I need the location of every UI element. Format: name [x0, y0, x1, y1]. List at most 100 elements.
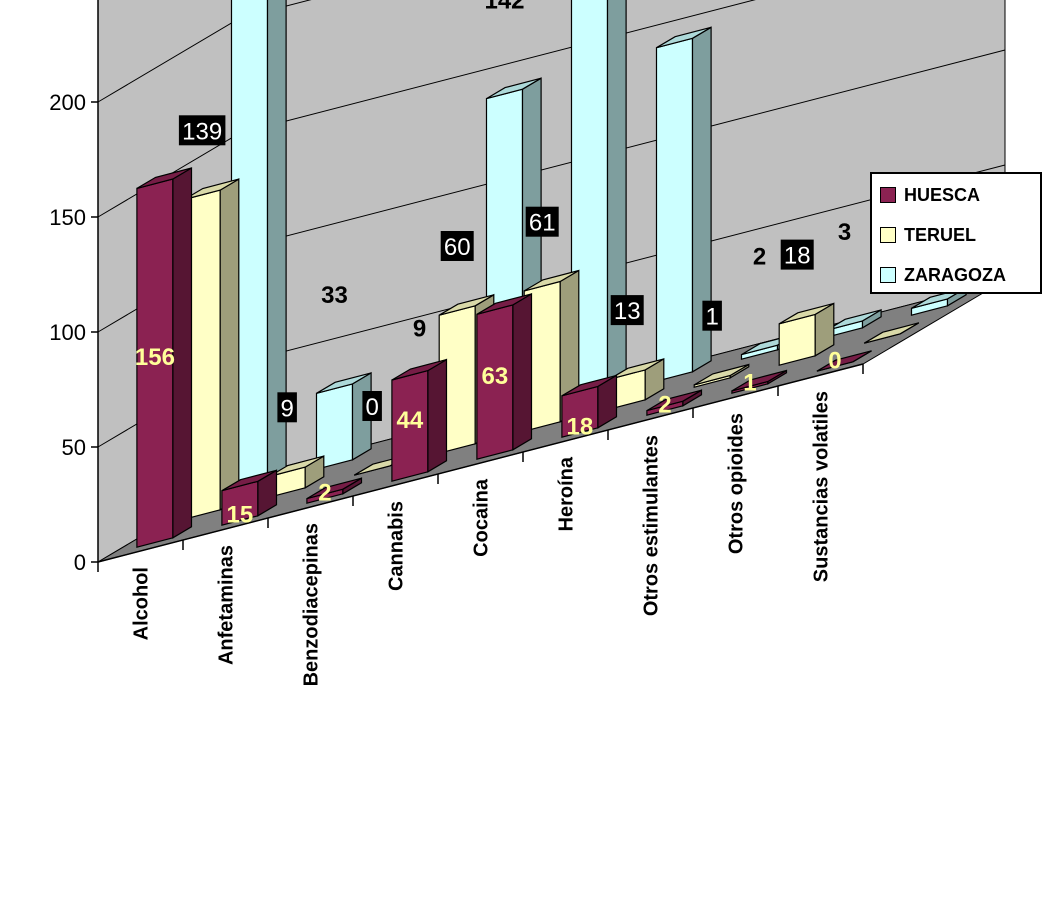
category-label-7: Otros opioides	[726, 413, 748, 554]
data-label-bg-teruel-0	[178, 115, 226, 146]
data-label-bg-teruel-1	[277, 392, 297, 423]
data-label-huesca-6: 2	[658, 392, 671, 419]
data-label-zaragoza-6: 2	[753, 244, 766, 271]
data-label-bg-teruel-6	[702, 300, 722, 331]
legend-item-zaragoza: ZARAGOZA	[880, 262, 1006, 288]
bar-side-huesca-0	[172, 166, 193, 539]
chart-data-labels: 1561524463182101399060611311804053391421…	[135, 0, 936, 529]
category-label-6: Otros estimulantes	[641, 435, 663, 616]
bar-huesca-3	[391, 358, 448, 482]
data-label-huesca-2: 2	[318, 480, 331, 507]
legend-label-teruel: TERUEL	[904, 224, 976, 245]
data-label-teruel-0: 139	[182, 118, 222, 145]
bar-teruel-5	[608, 357, 665, 410]
bar-top-teruel-3	[438, 294, 495, 316]
bar-top-huesca-2	[306, 477, 362, 500]
data-label-huesca-4: 63	[482, 363, 509, 390]
data-label-huesca-8: 0	[828, 348, 841, 375]
data-label-teruel-4: 61	[529, 210, 556, 237]
category-label-3: Cannabis	[386, 501, 408, 591]
category-label-5: Heroína	[556, 456, 578, 531]
bar-top-huesca-5	[561, 374, 617, 397]
legend-swatch-teruel	[880, 227, 896, 243]
data-label-zaragoza-3: 142	[484, 0, 524, 15]
y-tick-label-0: 0	[74, 550, 86, 575]
data-label-teruel-5: 13	[614, 298, 641, 325]
bar-top-huesca-8	[816, 350, 872, 372]
bar-top-huesca-0	[136, 167, 192, 189]
bar-top-zaragoza-1	[316, 372, 372, 394]
x-axis-line	[97, 363, 864, 563]
bar-teruel-6	[693, 363, 750, 388]
category-label-8: Sustancias volatiles	[811, 391, 833, 582]
bar-top-zaragoza-7	[826, 309, 882, 331]
bar-top-huesca-6	[646, 389, 702, 412]
bar-zaragoza-0	[230, 0, 287, 492]
bar-top-teruel-1	[268, 455, 325, 478]
data-label-bg-teruel-5	[610, 295, 644, 326]
bar-huesca-4	[476, 292, 533, 460]
data-label-huesca-7: 1	[743, 370, 756, 397]
bar-huesca-2	[306, 477, 363, 504]
category-label-1: Anfetaminas	[216, 545, 238, 665]
data-label-zaragoza-2: 9	[413, 315, 426, 342]
legend-item-teruel: TERUEL	[880, 222, 976, 248]
data-label-teruel-2: 0	[366, 394, 379, 421]
bar-top-huesca-3	[391, 359, 447, 381]
chart-bars	[136, 0, 967, 548]
bar-teruel-0	[183, 178, 240, 520]
bar-teruel-7	[778, 302, 835, 366]
data-label-huesca-0: 156	[135, 344, 175, 371]
data-label-bg-teruel-3	[440, 231, 474, 261]
chart-axes: 050100150200250300350400450AlcoholAnfeta…	[49, 0, 864, 686]
bar-top-teruel-4	[523, 269, 580, 292]
data-label-huesca-1: 15	[227, 502, 254, 529]
bar-zaragoza-1	[315, 371, 372, 470]
legend-swatch-huesca	[880, 187, 896, 203]
bar-top-zaragoza-5	[656, 26, 712, 49]
bar-top-teruel-0	[183, 178, 240, 201]
bar-huesca-5	[561, 374, 618, 438]
bar-side-zaragoza-4	[606, 0, 627, 395]
data-label-teruel-7: 18	[784, 243, 811, 270]
y-tick-label-150: 150	[49, 205, 86, 230]
y-tick-label-200: 200	[49, 90, 86, 115]
bar-teruel-8	[863, 322, 920, 344]
data-label-bg-teruel-4	[525, 206, 559, 237]
bar-huesca-6	[646, 389, 703, 416]
bar-top-huesca-7	[731, 369, 787, 392]
data-label-huesca-3: 44	[397, 407, 424, 434]
legend-label-zaragoza: ZARAGOZA	[904, 264, 1006, 285]
bar-huesca-8	[816, 350, 872, 372]
bar-side-huesca-4	[512, 292, 533, 451]
data-label-bg-teruel-2	[362, 391, 382, 421]
data-label-huesca-5: 18	[567, 414, 594, 441]
bar-huesca-0	[136, 166, 193, 548]
data-label-bg-teruel-7	[780, 239, 814, 270]
data-label-zaragoza-7: 3	[838, 219, 851, 246]
bar-top-teruel-8	[863, 322, 920, 344]
data-label-teruel-3: 60	[444, 234, 471, 261]
bar-zaragoza-7	[825, 308, 882, 338]
bar-teruel-4	[523, 269, 580, 432]
bar-top-teruel-5	[608, 358, 665, 380]
bar-top-huesca-4	[476, 293, 532, 315]
legend: HUESCA TERUEL ZARAGOZA	[870, 172, 1042, 294]
legend-label-huesca: HUESCA	[904, 184, 981, 205]
bar-top-teruel-7	[778, 302, 835, 325]
bar-top-teruel-6	[693, 363, 750, 386]
bar-top-zaragoza-3	[486, 77, 542, 100]
bar-side-huesca-3	[427, 358, 448, 473]
legend-item-huesca: HUESCA	[880, 182, 980, 208]
bar-top-huesca-1	[221, 469, 277, 492]
y-tick-label-50: 50	[62, 435, 86, 460]
bar-zaragoza-5	[655, 26, 712, 382]
data-label-teruel-6: 1	[706, 304, 719, 331]
category-label-2: Benzodiacepinas	[301, 523, 323, 686]
bar-zaragoza-4	[570, 0, 627, 404]
bar-teruel-1	[268, 455, 325, 498]
data-label-zaragoza-1: 33	[321, 282, 348, 309]
bar-front-zaragoza-5	[655, 37, 694, 382]
y-tick-label-100: 100	[49, 320, 86, 345]
